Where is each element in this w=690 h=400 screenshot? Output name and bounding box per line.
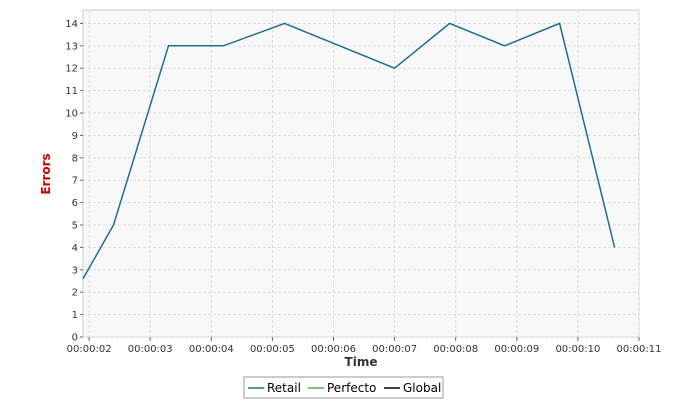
legend-item-perfecto: Perfecto: [308, 381, 376, 395]
legend-label-perfecto: Perfecto: [327, 381, 376, 395]
grid-lines: [83, 10, 640, 338]
x-tick-label: 00:00:03: [128, 344, 173, 355]
y-tick-label: 10: [65, 109, 78, 120]
y-tick-label: 4: [72, 243, 78, 254]
y-tick-label: 7: [72, 176, 78, 187]
y-tick-label: 0: [72, 333, 78, 344]
x-tick-label: 00:00:06: [311, 344, 356, 355]
x-tick-label: 00:00:02: [67, 344, 112, 355]
x-tick-label: 00:00:11: [617, 344, 662, 355]
y-tick-label: 13: [65, 41, 78, 52]
x-tick-label: 00:00:07: [372, 344, 417, 355]
x-tick-label: 00:00:08: [433, 344, 478, 355]
legend-label-global: Global: [403, 381, 441, 395]
y-tick-label: 6: [72, 198, 78, 209]
y-tick-label: 12: [65, 64, 78, 75]
series-line-retail: [82, 22, 616, 280]
plot-area: [82, 9, 640, 338]
legend-item-global: Global: [384, 381, 441, 395]
x-tick-label: 00:00:05: [250, 344, 295, 355]
y-tick-label: 2: [72, 288, 78, 299]
y-tick-label: 5: [72, 221, 78, 232]
legend-item-retail: Retail: [248, 381, 301, 395]
y-tick-label: 9: [72, 131, 78, 142]
y-tick-label: 8: [72, 153, 78, 164]
legend-box: [243, 376, 444, 399]
x-tick-label: 00:00:04: [189, 344, 234, 355]
y-tick-label: 11: [65, 86, 78, 97]
legend: Retail Perfecto Global: [243, 376, 444, 399]
y-tick-label: 14: [65, 19, 78, 30]
x-tick-label: 00:00:09: [494, 344, 539, 355]
series-layer: [82, 22, 616, 280]
x-axis: 00:00:02 00:00:03 00:00:04 00:00:05 00:00:06…: [67, 337, 662, 355]
y-axis-title: Errors: [39, 153, 53, 194]
y-tick-label: 3: [72, 265, 78, 276]
legend-label-retail: Retail: [267, 381, 301, 395]
y-tick-label: 1: [72, 310, 78, 321]
x-tick-label: 00:00:10: [555, 344, 600, 355]
x-axis-title: Time: [345, 355, 378, 369]
